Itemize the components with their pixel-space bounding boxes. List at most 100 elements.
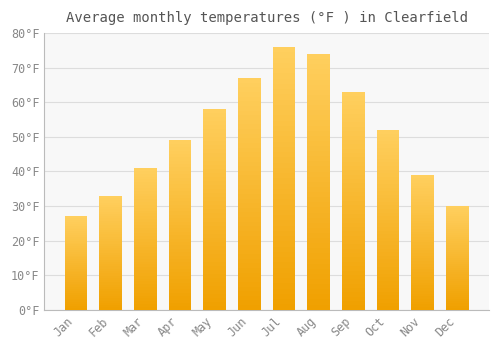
Bar <box>377 256 400 259</box>
Bar <box>446 206 468 310</box>
Bar <box>377 292 400 295</box>
Bar <box>377 148 400 152</box>
Bar <box>308 167 330 172</box>
Bar <box>64 287 87 289</box>
Bar <box>238 189 260 194</box>
Bar <box>134 287 156 290</box>
Bar <box>204 181 226 186</box>
Bar <box>100 244 122 246</box>
Bar <box>204 173 226 177</box>
Bar <box>342 196 364 201</box>
Bar <box>204 153 226 158</box>
Bar <box>134 191 156 194</box>
Bar <box>168 140 192 310</box>
Bar <box>134 270 156 273</box>
Bar <box>204 250 226 254</box>
Bar <box>238 250 260 254</box>
Bar <box>272 100 295 105</box>
Bar <box>308 223 330 228</box>
Bar <box>412 207 434 210</box>
Bar <box>134 250 156 253</box>
Bar <box>342 258 364 262</box>
Bar <box>100 203 122 205</box>
Bar <box>308 289 330 294</box>
Bar <box>446 216 468 218</box>
Bar <box>168 296 192 300</box>
Bar <box>412 250 434 253</box>
Bar <box>204 197 226 202</box>
Bar <box>412 215 434 218</box>
Bar <box>64 237 87 239</box>
Bar <box>342 236 364 240</box>
Bar <box>168 188 192 191</box>
Bar <box>64 241 87 243</box>
Bar <box>308 161 330 167</box>
Bar <box>168 239 192 242</box>
Bar <box>308 187 330 192</box>
Bar <box>446 235 468 237</box>
Bar <box>100 296 122 298</box>
Bar <box>412 191 434 194</box>
Bar <box>134 225 156 228</box>
Bar <box>168 181 192 184</box>
Bar <box>168 252 192 256</box>
Bar <box>446 279 468 281</box>
Bar <box>377 169 400 173</box>
Bar <box>377 299 400 302</box>
Bar <box>100 246 122 248</box>
Bar <box>238 161 260 166</box>
Bar <box>100 237 122 239</box>
Bar <box>168 174 192 177</box>
Bar <box>308 304 330 310</box>
Bar <box>64 222 87 224</box>
Bar <box>204 254 226 258</box>
Bar <box>308 202 330 208</box>
Bar <box>100 239 122 241</box>
Bar <box>168 245 192 249</box>
Bar <box>377 137 400 141</box>
Bar <box>272 226 295 231</box>
Bar <box>446 276 468 279</box>
Bar <box>272 199 295 205</box>
Bar <box>377 209 400 213</box>
Bar <box>272 84 295 89</box>
Bar <box>412 259 434 261</box>
Bar <box>308 192 330 197</box>
Bar <box>168 262 192 266</box>
Bar <box>100 250 122 253</box>
Bar <box>134 219 156 222</box>
Bar <box>204 278 226 282</box>
Bar <box>377 259 400 263</box>
Bar <box>168 266 192 269</box>
Bar <box>204 266 226 270</box>
Bar <box>272 78 295 84</box>
Bar <box>272 52 295 57</box>
Bar <box>100 225 122 228</box>
Bar <box>272 136 295 142</box>
Bar <box>204 202 226 205</box>
Bar <box>134 208 156 211</box>
Bar <box>64 291 87 293</box>
Bar <box>204 230 226 233</box>
Bar <box>446 210 468 212</box>
Bar <box>134 236 156 239</box>
Bar <box>342 288 364 292</box>
Bar <box>238 180 260 185</box>
Bar <box>238 226 260 231</box>
Bar <box>134 253 156 256</box>
Bar <box>412 188 434 191</box>
Bar <box>308 136 330 141</box>
Bar <box>446 243 468 245</box>
Bar <box>134 247 156 250</box>
Bar <box>134 239 156 242</box>
Bar <box>377 245 400 248</box>
Bar <box>342 157 364 162</box>
Bar <box>377 223 400 227</box>
Bar <box>64 231 87 233</box>
Bar <box>64 278 87 280</box>
Bar <box>342 131 364 135</box>
Bar <box>100 196 122 198</box>
Bar <box>412 286 434 288</box>
Bar <box>342 253 364 258</box>
Bar <box>204 233 226 238</box>
